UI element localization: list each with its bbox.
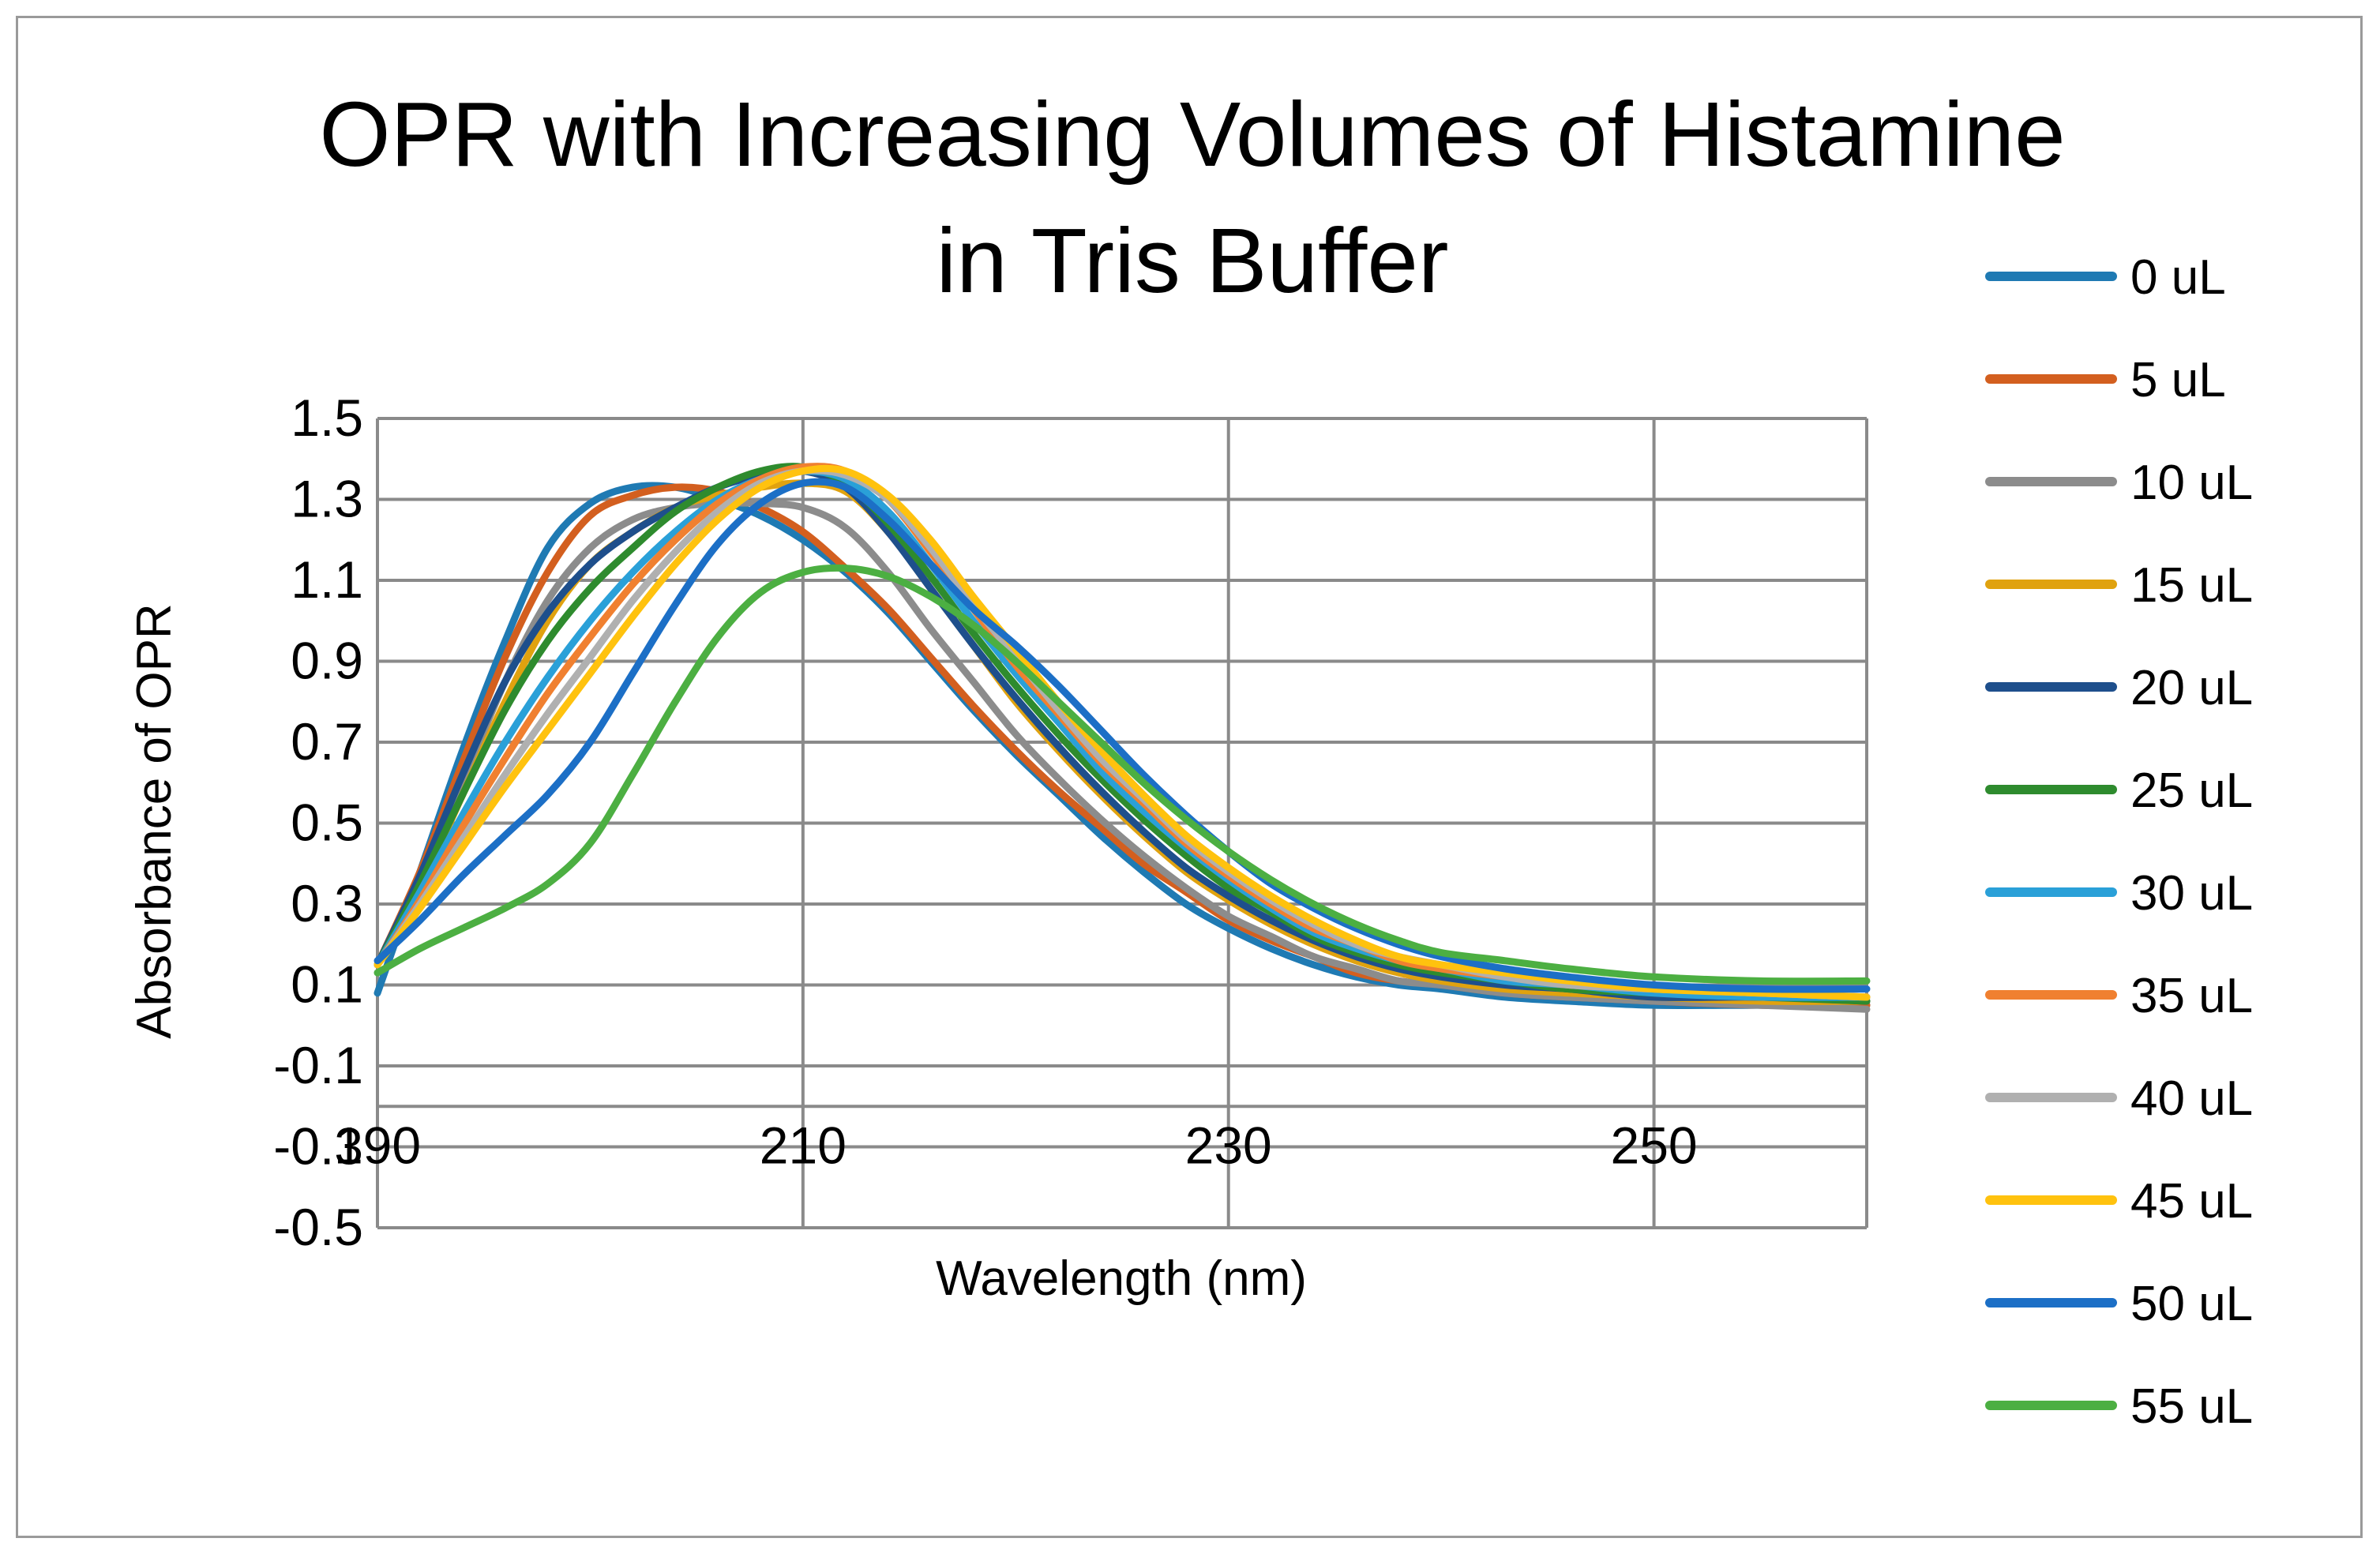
series-line-40-ul [374,467,1871,1001]
y-tick-label: 0.1 [291,955,363,1014]
legend-label: 10 uL [2130,456,2253,510]
legend-label: 20 uL [2130,661,2253,715]
legend-label: 0 uL [2130,250,2226,305]
legend-label: 30 uL [2130,866,2253,921]
series-line-25-ul [374,463,1871,1005]
chart-title-line-1: OPR with Increasing Volumes of Histamine [319,83,2065,186]
chart-title-line-2: in Tris Buffer [937,209,1449,312]
legend-label: 5 uL [2130,353,2226,407]
y-tick-labels: 1.5 1.3 1.1 0.9 0.7 0.5 0.3 0.1 -0.1 -0.3 -0.5 [273,388,363,1256]
y-tick-label: 0.9 [291,632,363,690]
series-line-20-ul [374,467,1871,1005]
y-tick-label: 1.1 [291,550,363,609]
x-axis-label: Wavelength (nm) [936,1251,1307,1306]
y-tick-label: -0.1 [273,1036,363,1094]
y-tick-label: 0.7 [291,712,363,771]
series-line-55-ul [374,564,1871,985]
x-tick-label: 190 [334,1116,421,1174]
y-tick-label: -0.3 [273,1117,363,1176]
series-line-50-ul [374,478,1871,993]
x-tick-label: 230 [1185,1116,1272,1174]
legend-label: 45 uL [2130,1174,2253,1229]
x-tick-label: 250 [1611,1116,1698,1174]
y-tick-label: 0.5 [291,794,363,852]
x-tick-labels: 190 210 230 250 [334,1116,1698,1174]
y-tick-label: -0.5 [273,1198,363,1256]
chart-title: OPR with Increasing Volumes of Histamine… [319,83,2065,312]
legend-label: 55 uL [2130,1379,2253,1434]
legend-label: 40 uL [2130,1071,2253,1126]
y-tick-label: 1.5 [291,388,363,447]
series-line-0-ul [374,482,1871,1009]
series-line-10-ul [374,499,1871,1013]
series-line-5-ul [374,483,1871,1009]
legend-label: 50 uL [2130,1277,2253,1331]
series-line-45-ul [374,464,1871,1001]
y-axis-label: Absorbance of OPR [127,603,182,1038]
legend-label: 15 uL [2130,558,2253,613]
legend-label: 35 uL [2130,969,2253,1023]
y-tick-label: 1.3 [291,470,363,528]
legend: 0 uL 5 uL 10 uL 15 uL 20 uL 25 uL 30 uL 35 uL 40… [1985,250,2253,1434]
legend-label: 25 uL [2130,763,2253,818]
series-lines [374,463,1871,1013]
x-tick-label: 210 [760,1116,847,1174]
chart-frame [16,16,2363,1538]
y-tick-label: 0.3 [291,874,363,932]
